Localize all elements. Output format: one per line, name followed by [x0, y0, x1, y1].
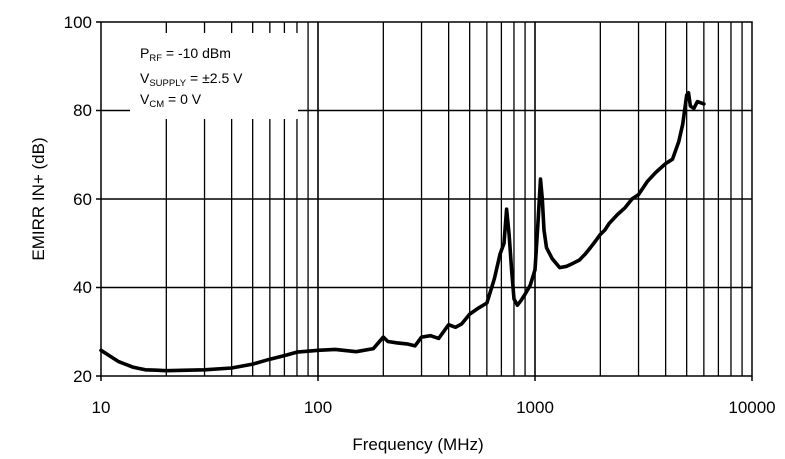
y-tick-label: 20 [73, 367, 92, 386]
y-tick-label: 40 [73, 278, 92, 297]
annotation-line-prf: PRF = -10 dBm [140, 45, 231, 64]
annotation-line-vsupply: VSUPPLY = ±2.5 V [140, 70, 243, 89]
plot-frame [100, 21, 753, 377]
series-line-emirr [99, 91, 706, 373]
x-tick-label: 10000 [728, 398, 775, 417]
conditions-annotation: PRF = -10 dBm VSUPPLY = ±2.5 V VCM = 0 V [130, 33, 298, 119]
y-axis-title: EMIRR IN+ (dB) [29, 137, 48, 260]
y-tick-label: 100 [64, 13, 92, 32]
x-tick-label: 100 [304, 398, 332, 417]
y-tick-label: 80 [73, 101, 92, 120]
x-axis-title: Frequency (MHz) [352, 435, 483, 454]
x-tick-label: 10 [92, 398, 111, 417]
annotation-line-vcm: VCM = 0 V [140, 91, 202, 110]
x-tick-label: 1000 [516, 398, 554, 417]
annotation-background [130, 33, 298, 119]
y-tick-label: 60 [73, 190, 92, 209]
